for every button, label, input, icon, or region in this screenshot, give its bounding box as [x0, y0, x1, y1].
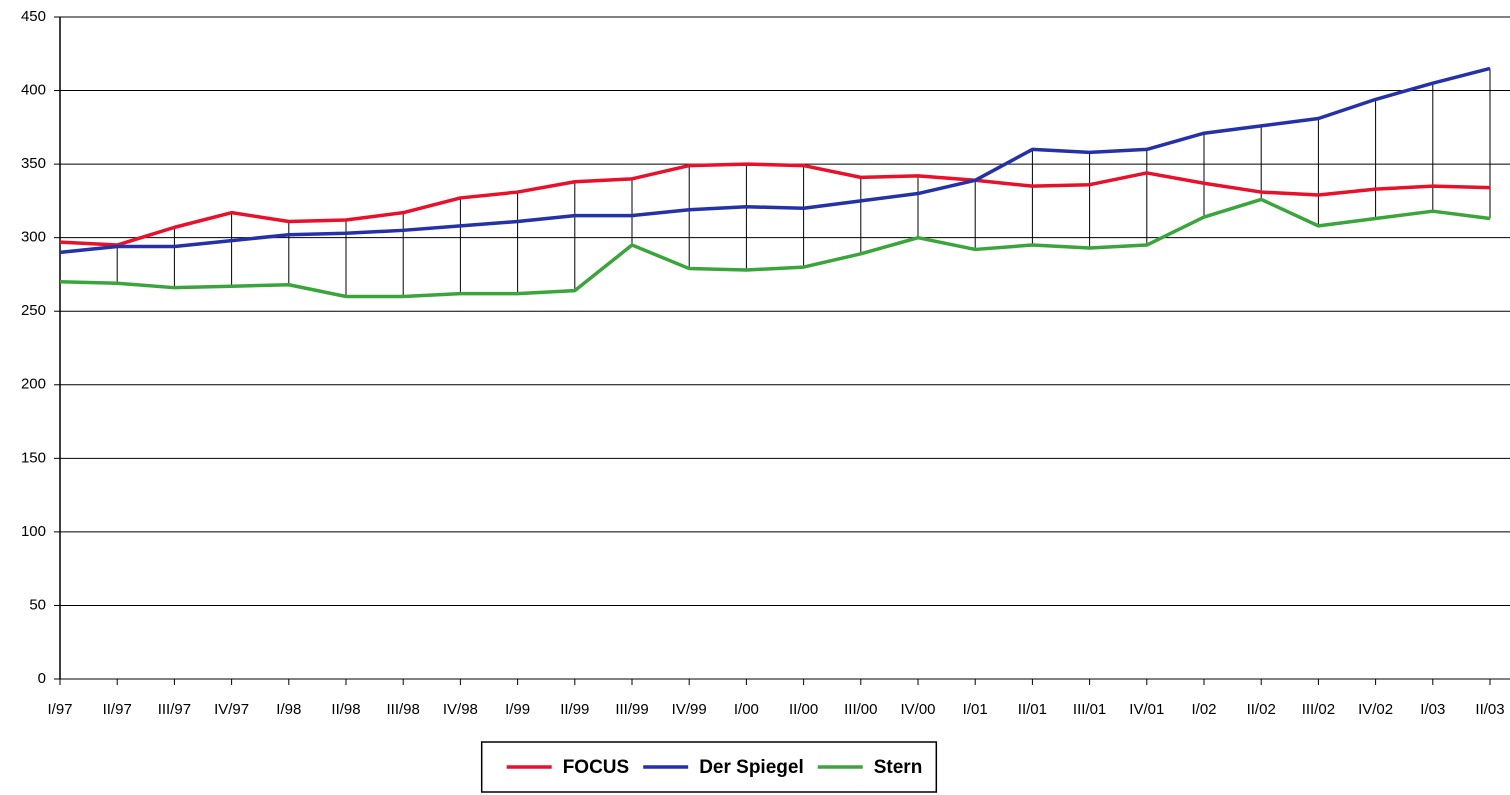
x-tick-label: II/00	[789, 701, 818, 718]
series-line	[59, 162, 1491, 247]
x-tick-label: IV/01	[1129, 701, 1164, 718]
x-tick-label: III/01	[1073, 701, 1106, 718]
y-tick-label: 0	[38, 670, 46, 687]
x-tick-label: IV/02	[1358, 701, 1393, 718]
x-tick-label: II/97	[103, 701, 132, 718]
x-tick-label: I/98	[276, 701, 301, 718]
y-tick-label: 50	[29, 596, 46, 613]
legend: FOCUS Der Spiegel Stern	[480, 741, 938, 793]
x-tick-label: IV/98	[443, 701, 478, 718]
y-tick-label: 200	[21, 376, 46, 393]
legend-label: Der Spiegel	[699, 757, 804, 778]
legend-label: Stern	[874, 757, 923, 778]
y-tick-label: 300	[21, 229, 46, 246]
x-tick-label: III/98	[387, 701, 420, 718]
legend-label: FOCUS	[563, 757, 630, 778]
series-line	[59, 197, 1491, 299]
x-tick-label: I/00	[734, 701, 759, 718]
x-tick-label: III/97	[158, 701, 191, 718]
y-tick-label: 450	[21, 8, 46, 25]
x-tick-label: I/97	[47, 701, 72, 718]
x-tick-label: II/01	[1018, 701, 1047, 718]
x-tick-label: I/99	[505, 701, 530, 718]
y-tick-label: 250	[21, 302, 46, 319]
y-tick-label: 100	[21, 523, 46, 540]
x-tick-label: I/02	[1191, 701, 1216, 718]
series-line	[59, 66, 1491, 255]
x-tick-label: III/00	[844, 701, 877, 718]
y-tick-label: 150	[21, 449, 46, 466]
x-tick-label: IV/00	[900, 701, 935, 718]
x-tick-label: III/99	[615, 701, 648, 718]
x-tick-label: III/02	[1302, 701, 1335, 718]
x-tick-label: IV/97	[214, 701, 249, 718]
x-tick-label: II/99	[560, 701, 589, 718]
x-tick-label: II/02	[1247, 701, 1276, 718]
x-tick-label: I/03	[1420, 701, 1445, 718]
x-tick-label: I/01	[963, 701, 988, 718]
y-tick-label: 350	[21, 155, 46, 172]
x-tick-label: II/98	[331, 701, 360, 718]
x-tick-label: IV/99	[672, 701, 707, 718]
y-tick-label: 400	[21, 82, 46, 99]
x-tick-label: II/03	[1475, 701, 1504, 718]
